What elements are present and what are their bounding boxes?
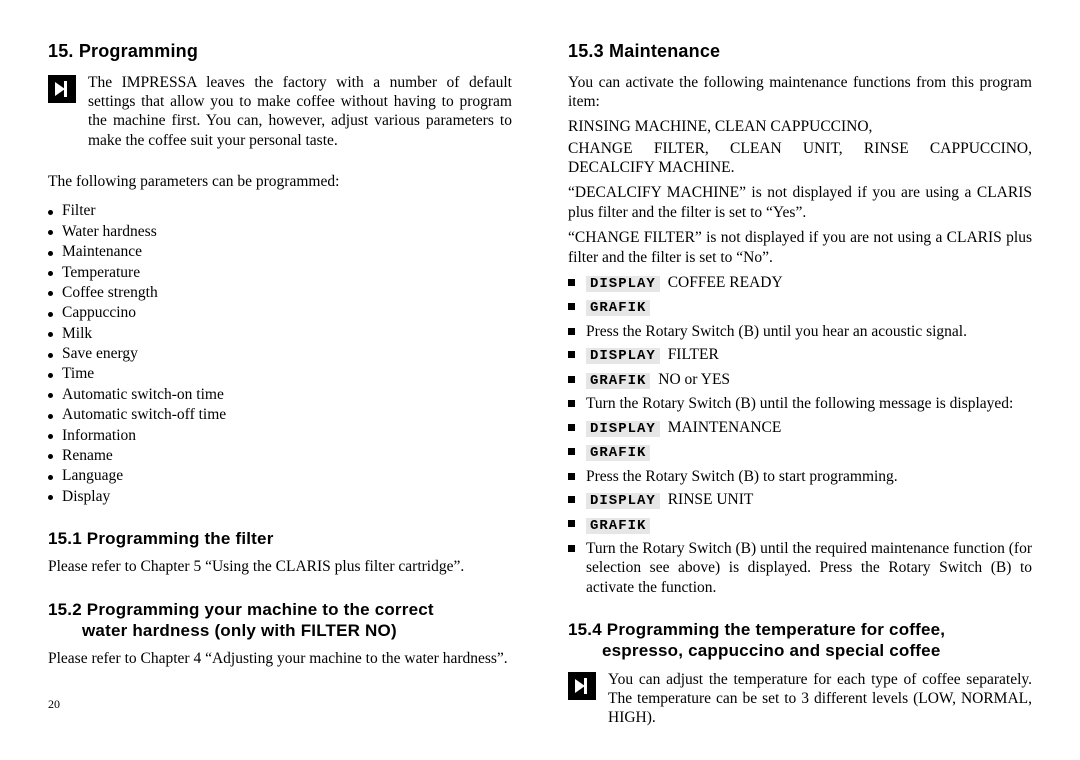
params-lead: The following parameters can be programm… [48,172,512,191]
list-item: Temperature [48,263,512,282]
heading-programming: 15. Programming [48,40,512,63]
heading-15-1: 15.1 Programming the filter [48,528,512,549]
note-change-filter: “CHANGE FILTER” is not displayed if you … [568,228,1032,267]
list-item: Rename [48,446,512,465]
step-item: GRAFIK [568,515,1032,536]
list-item: Cappuccino [48,303,512,322]
display-label: DISPLAY [586,276,660,292]
list-item: Language [48,466,512,485]
display-label: DISPLAY [586,493,660,509]
param-list: Filter Water hardness Maintenance Temper… [48,201,512,506]
text-15-1: Please refer to Chapter 5 “Using the CLA… [48,557,512,576]
display-label: DISPLAY [586,348,660,364]
grafik-label: GRAFIK [586,300,650,316]
list-item: Automatic switch-off time [48,405,512,424]
caps-line-1: RINSING MACHINE, CLEAN CAPPUCCINO, [568,117,1032,136]
intro-text: The IMPRESSA leaves the factory with a n… [88,73,512,151]
list-item: Milk [48,324,512,343]
caps-line-2: CHANGE FILTER, CLEAN UNIT, RINSE CAPPUCC… [568,139,1032,178]
step-item: DISPLAY COFFEE READY [568,273,1032,294]
page-number: 20 [48,697,512,712]
step-text: NO or YES [658,371,730,388]
step-text: FILTER [668,346,719,363]
step-text: COFFEE READY [668,274,783,291]
maint-intro: You can activate the following maintenan… [568,73,1032,112]
list-item: Filter [48,201,512,220]
text-15-4: You can adjust the temperature for each … [608,670,1032,728]
step-item: GRAFIK [568,297,1032,318]
list-item: Coffee strength [48,283,512,302]
arrow-right-icon [568,672,596,700]
heading-15-2-line2: water hardness (only with FILTER NO) [48,621,397,640]
list-item: Save energy [48,344,512,363]
heading-15-2-line1: 15.2 Programming your machine to the cor… [48,600,434,619]
list-item: Water hardness [48,222,512,241]
maint-steps: DISPLAY COFFEE READY GRAFIK Press the Ro… [568,273,1032,597]
step-text: MAINTENANCE [668,419,782,436]
heading-15-2: 15.2 Programming your machine to the cor… [48,599,512,642]
list-item: Display [48,487,512,506]
step-item: Press the Rotary Switch (B) until you he… [568,322,1032,341]
step-item: Turn the Rotary Switch (B) until the req… [568,539,1032,597]
grafik-label: GRAFIK [586,445,650,461]
right-column: 15.3 Maintenance You can activate the fo… [568,40,1032,740]
heading-15-4: 15.4 Programming the temperature for cof… [568,619,1032,662]
temp-block: You can adjust the temperature for each … [568,670,1032,734]
step-item: DISPLAY RINSE UNIT [568,490,1032,511]
note-decalcify: “DECALCIFY MACHINE” is not displayed if … [568,183,1032,222]
step-item: Press the Rotary Switch (B) to start pro… [568,467,1032,486]
heading-15-4-line1: 15.4 Programming the temperature for cof… [568,620,945,639]
list-item: Maintenance [48,242,512,261]
display-label: DISPLAY [586,421,660,437]
grafik-label: GRAFIK [586,518,650,534]
arrow-right-icon [48,75,76,103]
step-item: GRAFIK NO or YES [568,370,1032,391]
text-15-2: Please refer to Chapter 4 “Adjusting you… [48,649,512,668]
heading-15-3: 15.3 Maintenance [568,40,1032,63]
step-item: Turn the Rotary Switch (B) until the fol… [568,394,1032,413]
list-item: Information [48,426,512,445]
list-item: Automatic switch-on time [48,385,512,404]
step-item: DISPLAY FILTER [568,345,1032,366]
heading-15-4-line2: espresso, cappuccino and special coffee [568,641,940,660]
left-column: 15. Programming The IMPRESSA leaves the … [48,40,512,740]
step-text: RINSE UNIT [668,491,754,508]
list-item: Time [48,364,512,383]
step-item: GRAFIK [568,442,1032,463]
intro-block: The IMPRESSA leaves the factory with a n… [48,73,512,161]
grafik-label: GRAFIK [586,373,650,389]
step-item: DISPLAY MAINTENANCE [568,418,1032,439]
